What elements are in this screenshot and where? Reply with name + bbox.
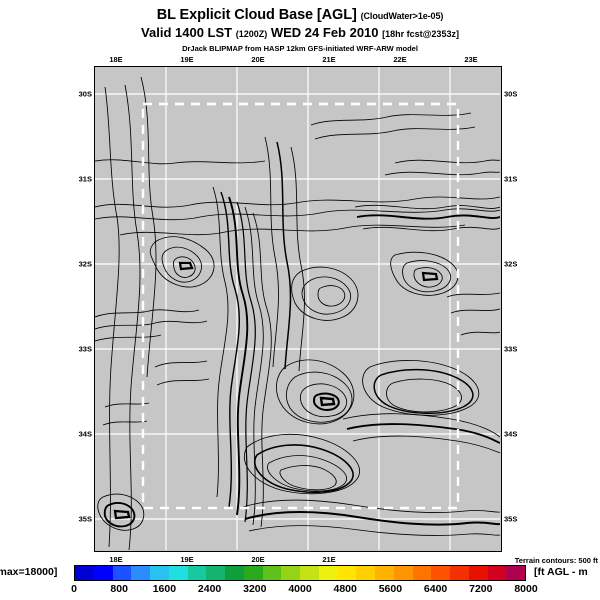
chart-subtitle: Valid 1400 LST (1200Z) WED 24 Feb 2010 [… bbox=[0, 25, 600, 42]
colorbar-tick-9: 7200 bbox=[469, 583, 493, 595]
forecast-tag-label: [18hr fcst@2353z] bbox=[382, 29, 459, 39]
axis-tick-right-0: 30S bbox=[504, 89, 518, 99]
axis-tick-left-3: 33S bbox=[78, 344, 92, 354]
axis-tick-bottom-2: 20E bbox=[251, 555, 265, 564]
colorbar-swatch-5 bbox=[168, 566, 188, 580]
colorbar-swatch-10 bbox=[262, 566, 282, 580]
chart-title-main: BL Explicit Cloud Base [AGL] bbox=[156, 7, 357, 23]
colorbar-swatch-22 bbox=[487, 566, 507, 580]
colorbar-tick-4: 3200 bbox=[243, 583, 267, 595]
axis-tick-left-4: 34S bbox=[78, 429, 92, 439]
axis-tick-left-5: 35S bbox=[78, 514, 92, 524]
map-clip bbox=[95, 67, 501, 551]
axis-tick-right-4: 34S bbox=[504, 429, 518, 439]
axis-tick-top-5: 23E bbox=[464, 55, 478, 64]
colorbar-swatch-15 bbox=[356, 566, 375, 580]
axis-tick-right-1: 31S bbox=[504, 174, 518, 184]
model-attribution: DrJack BLIPMAP from HASP 12km GFS-initia… bbox=[182, 44, 418, 53]
colorbar-tick-6: 4800 bbox=[333, 583, 357, 595]
colorbar-tick-5: 4000 bbox=[288, 583, 312, 595]
colorbar-swatch-4 bbox=[150, 566, 169, 580]
colorbar-tick-3: 2400 bbox=[197, 583, 222, 595]
map-gridlines bbox=[95, 67, 500, 550]
axis-tick-left-2: 32S bbox=[78, 259, 92, 269]
axis-tick-top-2: 20E bbox=[251, 55, 265, 64]
terrain-contours bbox=[95, 76, 500, 550]
axis-tick-left-0: 30S bbox=[78, 89, 92, 99]
colorbar-swatch-14 bbox=[337, 566, 357, 580]
colorbar[interactable] bbox=[74, 565, 526, 581]
colorbar-swatch-19 bbox=[431, 566, 450, 580]
colorbar-tick-0: 0 bbox=[71, 583, 77, 595]
axis-tick-right-2: 32S bbox=[504, 259, 518, 269]
colorbar-swatch-23 bbox=[506, 566, 525, 580]
colorbar-swatch-18 bbox=[412, 566, 432, 580]
map-plot-area[interactable] bbox=[94, 66, 502, 552]
colorbar-tick-8: 6400 bbox=[423, 583, 448, 595]
colorbar-swatch-11 bbox=[281, 566, 300, 580]
valid-date-label: WED 24 Feb 2010 bbox=[270, 25, 379, 40]
axis-tick-top-0: 18E bbox=[109, 55, 123, 64]
valid-utc-label: (1200Z) bbox=[235, 29, 268, 39]
colorbar-swatch-20 bbox=[450, 566, 469, 580]
colorbar-swatch-8 bbox=[225, 566, 244, 580]
colorbar-swatch-17 bbox=[393, 566, 413, 580]
colorbar-swatch-6 bbox=[187, 566, 207, 580]
colorbar-right-label: [ft AGL - m bbox=[534, 566, 588, 578]
colorbar-swatch-2 bbox=[112, 566, 132, 580]
axis-tick-bottom-3: 21E bbox=[322, 555, 336, 564]
colorbar-swatch-0 bbox=[75, 566, 94, 580]
colorbar-tick-1: 800 bbox=[110, 583, 128, 595]
axis-tick-top-1: 19E bbox=[180, 55, 194, 64]
axis-tick-top-4: 22E bbox=[393, 55, 407, 64]
colorbar-gradient bbox=[74, 565, 526, 581]
colorbar-tick-10: 8000 bbox=[514, 583, 538, 595]
title-block: BL Explicit Cloud Base [AGL] (CloudWater… bbox=[0, 8, 600, 54]
axis-tick-right-3: 33S bbox=[504, 344, 518, 354]
colorbar-left-label: [max=18000] bbox=[0, 566, 58, 578]
colorbar-swatch-16 bbox=[375, 566, 394, 580]
axis-tick-left-1: 31S bbox=[78, 174, 92, 184]
colorbar-swatch-21 bbox=[468, 566, 488, 580]
chart-title-qualifier: (CloudWater>1e-05) bbox=[360, 11, 444, 21]
colorbar-swatch-1 bbox=[93, 566, 113, 580]
valid-time-label: Valid 1400 LST bbox=[141, 25, 233, 40]
colorbar-tick-2: 1600 bbox=[152, 583, 177, 595]
colorbar-swatch-3 bbox=[131, 566, 150, 580]
terrain-contour-note: Terrain contours: 500 ft bbox=[514, 556, 598, 565]
colorbar-tick-7: 5600 bbox=[378, 583, 403, 595]
terrain-contour-svg bbox=[95, 67, 500, 550]
axis-tick-bottom-0: 18E bbox=[109, 555, 123, 564]
axis-tick-top-3: 21E bbox=[322, 55, 336, 64]
axis-tick-bottom-1: 19E bbox=[180, 555, 194, 564]
colorbar-swatch-12 bbox=[300, 566, 319, 580]
domain-boundary-box bbox=[141, 102, 460, 510]
colorbar-swatch-13 bbox=[318, 566, 338, 580]
chart-title: BL Explicit Cloud Base [AGL] (CloudWater… bbox=[0, 8, 600, 24]
colorbar-swatch-7 bbox=[206, 566, 225, 580]
axis-tick-right-5: 35S bbox=[504, 514, 518, 524]
colorbar-swatch-9 bbox=[243, 566, 263, 580]
